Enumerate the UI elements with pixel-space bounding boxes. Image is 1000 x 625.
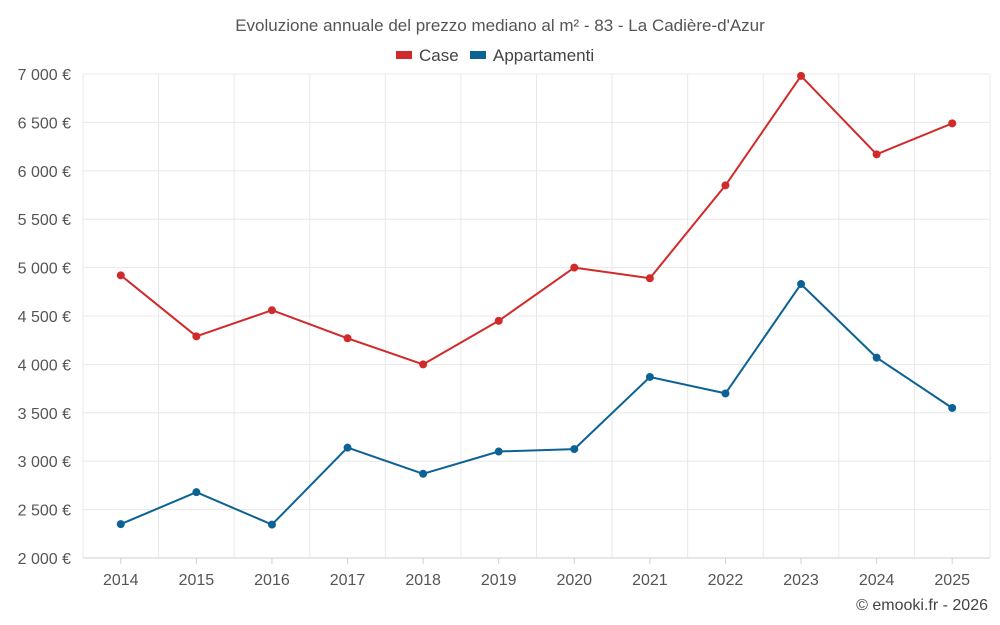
- data-point-appartamenti[interactable]: [570, 445, 579, 454]
- data-point-case[interactable]: [570, 263, 579, 272]
- data-point-case[interactable]: [872, 150, 881, 159]
- y-axis: 2 000 € 2 500 € 3 000 € 3 500 € 4 000 € 4 500…: [18, 67, 71, 568]
- legend[interactable]: Case Appartamenti: [396, 46, 594, 65]
- y-tick-label: 5 000 €: [18, 261, 71, 278]
- y-tick-label: 2 000 €: [18, 551, 71, 568]
- x-tick-label: 2024: [859, 572, 895, 589]
- legend-swatch-case[interactable]: [396, 51, 412, 59]
- data-point-appartamenti[interactable]: [872, 353, 881, 362]
- data-point-case[interactable]: [948, 119, 957, 128]
- data-point-case[interactable]: [645, 274, 654, 283]
- data-point-appartamenti[interactable]: [419, 469, 428, 478]
- data-point-appartamenti[interactable]: [267, 520, 276, 529]
- data-point-appartamenti[interactable]: [797, 280, 806, 289]
- x-tick-label: 2023: [783, 572, 819, 589]
- y-tick-label: 3 000 €: [18, 454, 71, 471]
- data-point-case[interactable]: [267, 306, 276, 315]
- data-point-appartamenti[interactable]: [192, 488, 201, 497]
- data-point-case[interactable]: [192, 332, 201, 341]
- credit-text: © emooki.fr - 2026: [856, 597, 988, 614]
- series-line-appartamenti[interactable]: [120, 283, 953, 526]
- x-axis: 2014 2015 2016 2017 2018 2019 2020 2021 2022 2023…: [103, 558, 970, 589]
- x-tick-label: 2015: [179, 572, 215, 589]
- data-point-case[interactable]: [419, 360, 428, 369]
- y-tick-label: 4 000 €: [18, 357, 71, 374]
- x-tick-label: 2014: [103, 572, 139, 589]
- y-tick-label: 6 000 €: [18, 164, 71, 181]
- data-point-appartamenti[interactable]: [948, 403, 957, 412]
- y-tick-label: 7 000 €: [18, 67, 71, 84]
- y-tick-label: 4 500 €: [18, 309, 71, 326]
- legend-label-appartamenti[interactable]: Appartamenti: [493, 46, 594, 65]
- data-point-appartamenti[interactable]: [343, 443, 352, 452]
- x-tick-label: 2020: [556, 572, 592, 589]
- x-tick-label: 2016: [254, 572, 290, 589]
- x-tick-label: 2018: [405, 572, 441, 589]
- data-point-appartamenti[interactable]: [116, 520, 125, 529]
- data-point-appartamenti[interactable]: [645, 372, 654, 381]
- chart-title: Evoluzione annuale del prezzo mediano al…: [235, 16, 765, 35]
- x-tick-label: 2022: [708, 572, 744, 589]
- data-point-case[interactable]: [494, 316, 503, 325]
- x-tick-label: 2021: [632, 572, 668, 589]
- data-point-case[interactable]: [343, 334, 352, 343]
- series-group: [116, 71, 957, 529]
- x-tick-label: 2025: [934, 572, 970, 589]
- y-tick-label: 2 500 €: [18, 503, 71, 520]
- legend-label-case[interactable]: Case: [419, 46, 459, 65]
- legend-swatch-appartamenti[interactable]: [470, 51, 486, 59]
- x-tick-label: 2019: [481, 572, 517, 589]
- grid: [82, 73, 991, 559]
- y-tick-label: 6 500 €: [18, 115, 71, 132]
- y-tick-label: 3 500 €: [18, 406, 71, 423]
- series-line-case[interactable]: [120, 74, 953, 366]
- y-tick-label: 5 500 €: [18, 212, 71, 229]
- data-point-case[interactable]: [797, 71, 806, 80]
- data-point-case[interactable]: [721, 181, 730, 190]
- data-point-case[interactable]: [116, 271, 125, 280]
- x-tick-label: 2017: [330, 572, 366, 589]
- data-point-appartamenti[interactable]: [721, 389, 730, 398]
- data-point-appartamenti[interactable]: [494, 447, 503, 456]
